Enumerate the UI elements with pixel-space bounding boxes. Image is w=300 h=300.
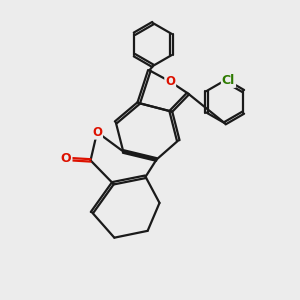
Text: O: O (165, 75, 175, 88)
Text: Cl: Cl (222, 74, 235, 87)
Text: O: O (61, 152, 71, 165)
Text: O: O (92, 126, 102, 139)
